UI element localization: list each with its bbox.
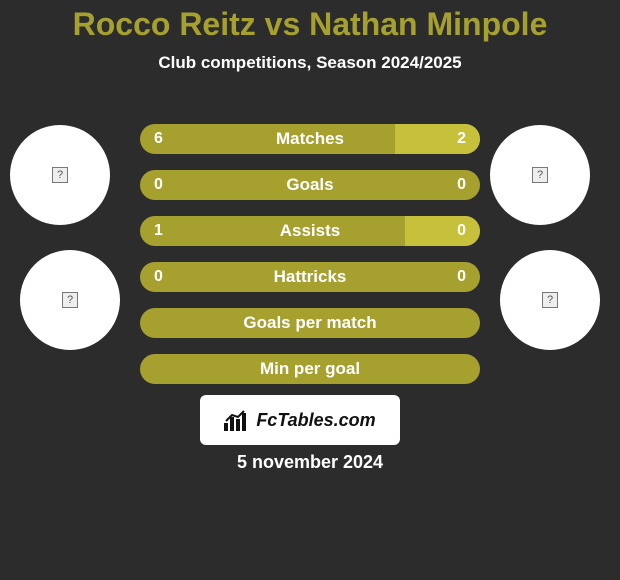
stat-row: Goals0 0 [140, 170, 480, 200]
comparison-title: Rocco Reitz vs Nathan Minpole [0, 0, 620, 43]
stat-bar-right [405, 216, 480, 246]
stat-bar-right [395, 124, 480, 154]
image-placeholder-icon: ? [532, 167, 548, 183]
image-placeholder-icon: ? [542, 292, 558, 308]
chart-icon [224, 409, 250, 431]
stat-label: Goals [140, 175, 480, 195]
branding-badge: FcTables.com [200, 395, 400, 445]
avatar-right-bottom: ? [500, 250, 600, 350]
avatar-left-top: ? [10, 125, 110, 225]
stat-label: Hattricks [140, 267, 480, 287]
stat-label: Min per goal [140, 359, 480, 379]
avatar-left-bottom: ? [20, 250, 120, 350]
stat-value-left: 0 [154, 176, 163, 194]
image-placeholder-icon: ? [62, 292, 78, 308]
stat-label: Goals per match [140, 313, 480, 333]
stat-row: Hattricks0 0 [140, 262, 480, 292]
stat-row: Assists10 [140, 216, 480, 246]
comparison-subtitle: Club competitions, Season 2024/2025 [0, 53, 620, 73]
stat-row: Matches62 [140, 124, 480, 154]
stat-value-left: 1 [154, 222, 163, 240]
image-placeholder-icon: ? [52, 167, 68, 183]
stat-value-left: 6 [154, 130, 163, 148]
stat-row: Goals per match [140, 308, 480, 338]
stats-container: Matches62Goals00Assists10Hattricks00Goal… [140, 124, 480, 400]
branding-text: FcTables.com [256, 410, 375, 431]
avatar-right-top: ? [490, 125, 590, 225]
footer-date: 5 november 2024 [0, 452, 620, 473]
stat-value-left: 0 [154, 268, 163, 286]
stat-value-right: 0 [457, 176, 466, 194]
stat-row: Min per goal [140, 354, 480, 384]
stat-value-right: 0 [457, 268, 466, 286]
